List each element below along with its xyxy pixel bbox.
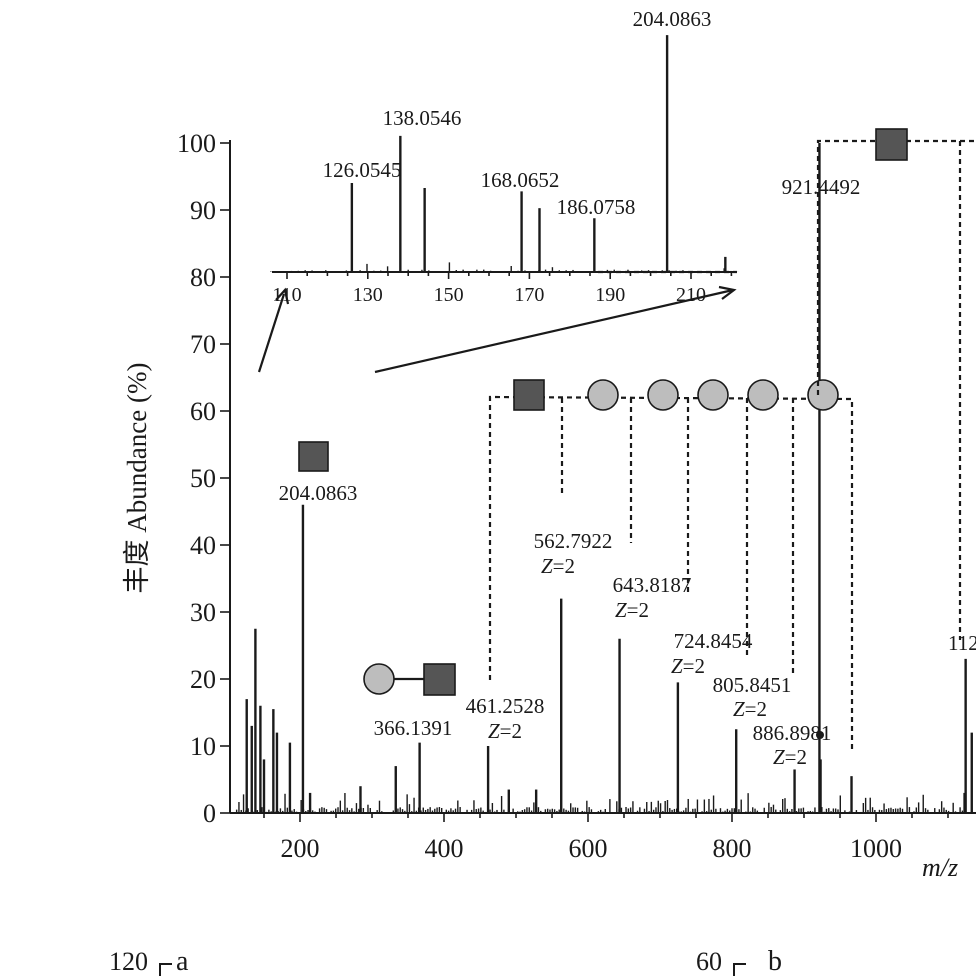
hexose-symbol — [587, 379, 619, 411]
hexose-symbol — [747, 379, 779, 411]
peak-mz-label: 643.8187 — [613, 573, 692, 597]
y-tick-label: 0 — [203, 799, 216, 828]
inset-peak-label: 126.0545 — [323, 158, 402, 182]
inset-x-tick-label: 170 — [514, 284, 544, 306]
y-tick-label: 90 — [190, 196, 216, 225]
peak-charge-label: Z=2 — [733, 697, 767, 721]
y-tick-label: 70 — [190, 330, 216, 359]
precursor-bracket — [816, 139, 976, 395]
x-axis-label: m/z — [922, 853, 958, 882]
axes: 0 10 20 30 40 50 60 70 80 90 100 200 400 600 800 1000 — [177, 129, 976, 863]
hexose-symbol — [697, 379, 729, 411]
hexose-symbol — [647, 379, 679, 411]
x-tick-label: 1000 — [850, 834, 902, 863]
zoom-arrowhead-right — [718, 285, 737, 300]
glcnac-symbol — [423, 663, 456, 696]
inset-chart: 110 130 150 170 190 210126.0545138.0546168.06… — [257, 7, 739, 374]
panel-b-scale: 60 — [696, 947, 722, 976]
x-tick-label: 200 — [281, 834, 320, 863]
peak-mz-label: 366.1391 — [374, 716, 453, 740]
y-tick-label: 60 — [190, 397, 216, 426]
y-tick-label: 30 — [190, 598, 216, 627]
major-peaks — [245, 143, 973, 813]
peak-mz-label: 1124. — [948, 631, 976, 655]
peak-charge-label: Z=2 — [488, 719, 522, 743]
glcnac-symbol — [298, 441, 329, 472]
x-tick-label: 600 — [569, 834, 608, 863]
inset-peak-label: 204.0863 — [633, 7, 712, 31]
x-tick-label: 800 — [713, 834, 752, 863]
inset-x-tick-label: 130 — [353, 284, 383, 306]
peak-mz-label: 724.8454 — [674, 629, 753, 653]
inset-peak-label: 138.0546 — [383, 106, 462, 130]
y-tick-label: 10 — [190, 732, 216, 761]
peak-mz-label: 805.8451 — [713, 673, 792, 697]
zoom-arrow-left — [257, 293, 286, 373]
glcnac-symbol — [513, 379, 545, 411]
y-tick-label: 80 — [190, 263, 216, 292]
panel-a-bracket — [159, 963, 172, 976]
hexose-symbol — [807, 379, 839, 411]
panel-a-scale: 120 — [109, 947, 148, 976]
zoom-arrow-right — [374, 288, 734, 374]
noise-peaks — [235, 793, 975, 813]
peak-mz-label: 461.2528 — [466, 694, 545, 718]
peak-labels: 204.0863366.1391461.2528Z=2562.7922Z=264… — [279, 175, 976, 769]
inset-x-tick-label: 150 — [434, 284, 464, 306]
peak-marker-dot — [816, 731, 824, 739]
hexose-symbol — [363, 663, 395, 695]
zoom-arrowhead-left — [275, 287, 290, 305]
y-tick-label: 50 — [190, 464, 216, 493]
panel-b-bracket — [733, 963, 746, 976]
peak-charge-label: Z=2 — [671, 654, 705, 678]
y-tick-label: 20 — [190, 665, 216, 694]
peak-mz-label: 204.0863 — [279, 481, 358, 505]
peak-charge-label: Z=2 — [541, 554, 575, 578]
panel-a-letter: a — [176, 946, 189, 976]
y-axis-label: 丰度 Abundance (%) — [122, 363, 152, 594]
y-tick-label: 100 — [177, 129, 216, 158]
fragment-chain-outline — [488, 395, 854, 752]
peak-mz-label: 562.7922 — [534, 529, 613, 553]
panel-b-letter: b — [768, 946, 782, 976]
peak-charge-label: Z=2 — [773, 745, 807, 769]
glycan-annotations — [298, 128, 976, 752]
inset-peak-label: 168.0652 — [481, 168, 560, 192]
inset-peak-label: 186.0758 — [557, 195, 636, 219]
x-tick-label: 400 — [425, 834, 464, 863]
peak-charge-label: Z=2 — [615, 598, 649, 622]
y-tick-label: 40 — [190, 531, 216, 560]
inset-x-tick-label: 190 — [595, 284, 625, 306]
peak-mz-label: 921.4492 — [782, 175, 861, 199]
glcnac-symbol — [875, 128, 908, 161]
